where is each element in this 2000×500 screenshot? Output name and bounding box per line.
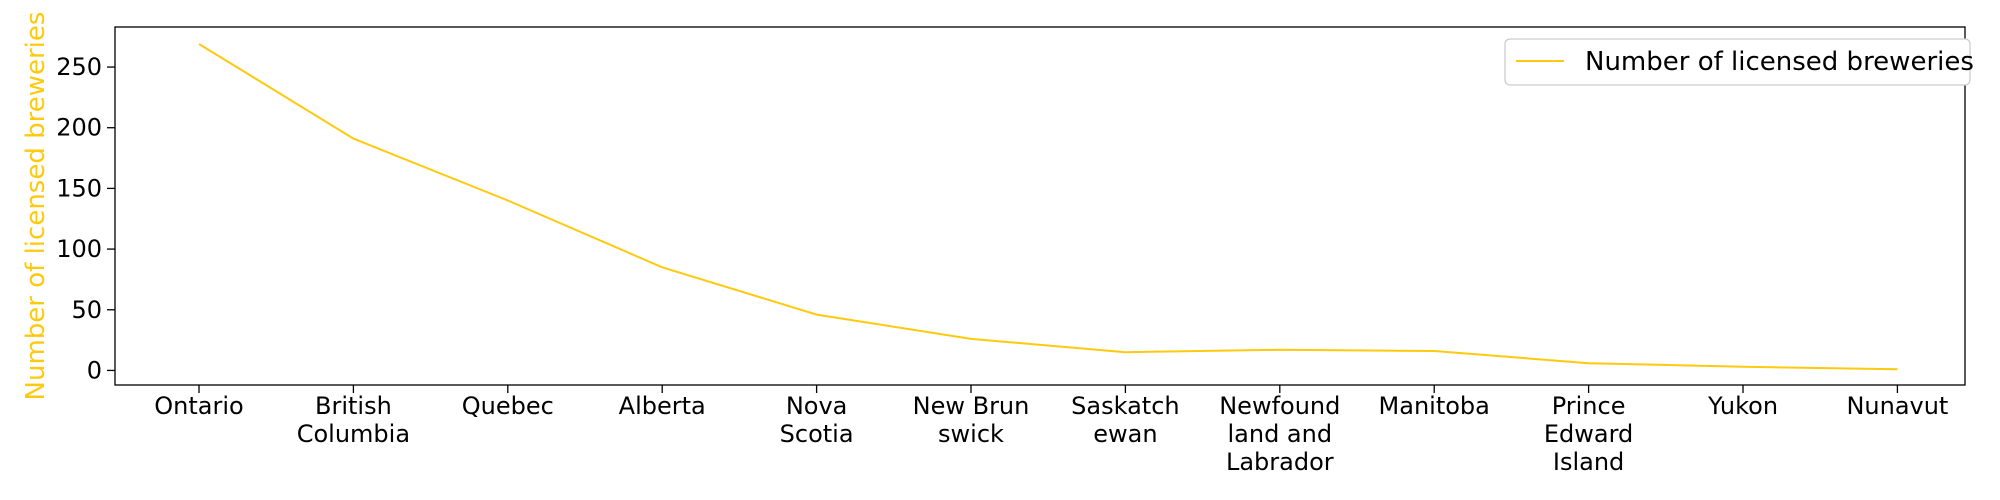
legend-box — [1504, 38, 1971, 86]
x-tick-label: British Columbia — [297, 392, 410, 448]
x-tick-label: Nova Scotia — [780, 392, 854, 448]
x-tick-label: Newfound land and Labrador — [1219, 392, 1340, 476]
x-axis: Ontario British Columbia Quebec Alberta Nova S… — [154, 385, 1948, 476]
y-tick-label: 0 — [87, 356, 102, 384]
x-tick-label: Ontario — [154, 392, 243, 420]
x-tick-label: Nunavut — [1846, 392, 1948, 420]
y-tick-label: 150 — [56, 174, 102, 202]
plot-frame — [114, 26, 1966, 386]
x-tick-label: Saskatch ewan — [1071, 392, 1179, 448]
legend: Number of licensed breweries — [1504, 38, 1974, 86]
series-line-licensed-breweries — [198, 43, 1898, 371]
x-tick-label: New Brun swick — [913, 392, 1030, 448]
y-tick-label: 50 — [71, 296, 102, 324]
y-tick-label: 100 — [56, 235, 102, 263]
x-tick-label: Alberta — [619, 392, 706, 420]
x-tick-label: Quebec — [462, 392, 554, 420]
y-tick-label: 200 — [56, 114, 102, 142]
y-tick-label: 250 — [56, 53, 102, 81]
y-axis-label: Number of licensed breweries — [21, 12, 51, 401]
y-axis: 0 50 100 150 200 250 — [56, 53, 115, 384]
x-tick-label: Prince Edward Island — [1544, 392, 1633, 476]
x-tick-label: Manitoba — [1379, 392, 1490, 420]
legend-label: Number of licensed breweries — [1585, 47, 1974, 77]
x-tick-label: Yukon — [1707, 392, 1778, 420]
